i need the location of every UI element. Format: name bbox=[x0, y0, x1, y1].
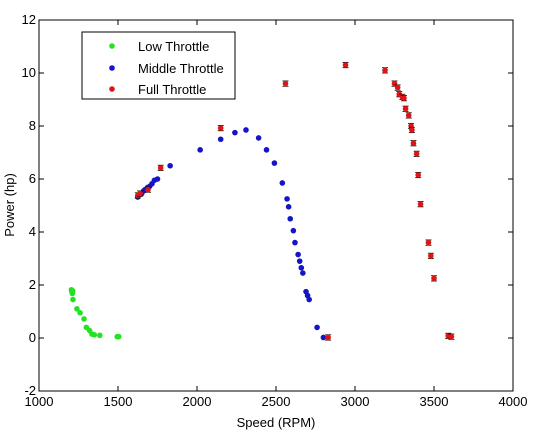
series-low-throttle bbox=[68, 286, 122, 340]
data-point-full-throttle bbox=[413, 151, 420, 157]
x-tick-label: 4000 bbox=[499, 394, 528, 409]
data-point-full-throttle bbox=[409, 127, 415, 133]
data-point-middle-throttle bbox=[300, 270, 306, 276]
data-point-middle-throttle bbox=[287, 215, 294, 222]
data-point-full-throttle bbox=[425, 239, 432, 246]
data-point-full-throttle bbox=[448, 333, 455, 340]
x-tick-label: 3000 bbox=[341, 394, 370, 409]
legend: Low Throttle Middle Throttle Full Thrott… bbox=[81, 31, 236, 100]
data-point-middle-throttle bbox=[217, 136, 224, 143]
data-point-full-throttle bbox=[342, 62, 349, 68]
data-point-full-throttle bbox=[145, 186, 151, 193]
data-point-middle-throttle bbox=[314, 324, 320, 331]
data-point-middle-throttle bbox=[285, 204, 292, 210]
y-tick-label: 8 bbox=[29, 118, 36, 133]
x-tick-label: 1000 bbox=[25, 394, 54, 409]
legend-marker-full-throttle bbox=[109, 86, 115, 92]
x-tick-label: 3500 bbox=[420, 394, 449, 409]
data-point-full-throttle bbox=[157, 165, 164, 171]
data-point-middle-throttle bbox=[279, 180, 286, 186]
data-point-low-throttle bbox=[97, 332, 103, 339]
axis-ticks: 1000 1500 2000 2500 3000 3500 4000 -2 0 2 4 6 8 10 12 bbox=[22, 12, 528, 409]
legend-marker-low-throttle bbox=[109, 43, 115, 49]
data-point-middle-throttle bbox=[167, 162, 173, 169]
data-point-full-throttle bbox=[415, 172, 422, 178]
data-point-full-throttle bbox=[428, 253, 434, 259]
data-point-middle-throttle bbox=[320, 334, 327, 341]
legend-marker-middle-throttle bbox=[109, 65, 115, 71]
data-point-middle-throttle bbox=[298, 264, 305, 271]
y-tick-label: 6 bbox=[29, 171, 36, 186]
data-point-middle-throttle bbox=[154, 176, 161, 182]
data-point-low-throttle bbox=[91, 332, 98, 338]
data-point-full-throttle bbox=[394, 84, 401, 91]
data-point-middle-throttle bbox=[296, 258, 303, 264]
data-point-middle-throttle bbox=[295, 251, 301, 258]
data-point-low-throttle bbox=[69, 288, 76, 294]
legend-box bbox=[81, 31, 236, 100]
data-point-full-throttle bbox=[217, 125, 224, 131]
data-point-middle-throttle bbox=[243, 127, 249, 133]
data-point-low-throttle bbox=[81, 316, 87, 322]
data-point-middle-throttle bbox=[271, 160, 278, 166]
data-point-full-throttle bbox=[325, 334, 331, 341]
data-point-middle-throttle bbox=[197, 147, 203, 153]
data-point-middle-throttle bbox=[263, 147, 270, 153]
data-point-full-throttle bbox=[410, 140, 417, 147]
data-point-full-throttle bbox=[401, 95, 407, 101]
data-point-full-throttle bbox=[431, 275, 437, 282]
y-tick-label: 4 bbox=[29, 224, 36, 239]
x-tick-label: 1500 bbox=[104, 394, 133, 409]
legend-label-full-throttle: Full Throttle bbox=[138, 82, 206, 97]
data-point-full-throttle bbox=[282, 80, 289, 87]
data-point-middle-throttle bbox=[232, 129, 238, 136]
data-point-full-throttle bbox=[137, 190, 143, 197]
x-axis-title: Speed (RPM) bbox=[237, 415, 316, 430]
data-point-full-throttle bbox=[382, 67, 388, 74]
data-point-middle-throttle bbox=[292, 239, 298, 246]
y-tick-label: 12 bbox=[22, 12, 36, 27]
y-tick-label: 10 bbox=[22, 65, 36, 80]
x-tick-label: 2500 bbox=[262, 394, 291, 409]
data-point-middle-throttle bbox=[306, 296, 312, 303]
y-axis-title: Power (hp) bbox=[2, 173, 17, 237]
data-point-middle-throttle bbox=[255, 135, 262, 141]
y-tick-label: -2 bbox=[24, 383, 36, 398]
data-point-low-throttle bbox=[74, 306, 80, 312]
data-point-middle-throttle bbox=[284, 196, 290, 202]
y-tick-label: 0 bbox=[29, 330, 36, 345]
data-point-low-throttle bbox=[77, 310, 83, 316]
series-full-throttle bbox=[134, 62, 455, 341]
data-point-low-throttle bbox=[70, 296, 76, 303]
x-tick-label: 2000 bbox=[183, 394, 212, 409]
data-point-middle-throttle bbox=[290, 227, 297, 234]
data-point-full-throttle bbox=[405, 112, 412, 119]
y-tick-label: 2 bbox=[29, 277, 36, 292]
data-point-full-throttle bbox=[417, 201, 424, 207]
data-point-low-throttle bbox=[115, 333, 122, 340]
data-marks bbox=[68, 62, 455, 341]
data-point-full-throttle bbox=[402, 105, 409, 112]
legend-label-low-throttle: Low Throttle bbox=[138, 39, 209, 54]
legend-label-middle-throttle: Middle Throttle bbox=[138, 61, 224, 76]
